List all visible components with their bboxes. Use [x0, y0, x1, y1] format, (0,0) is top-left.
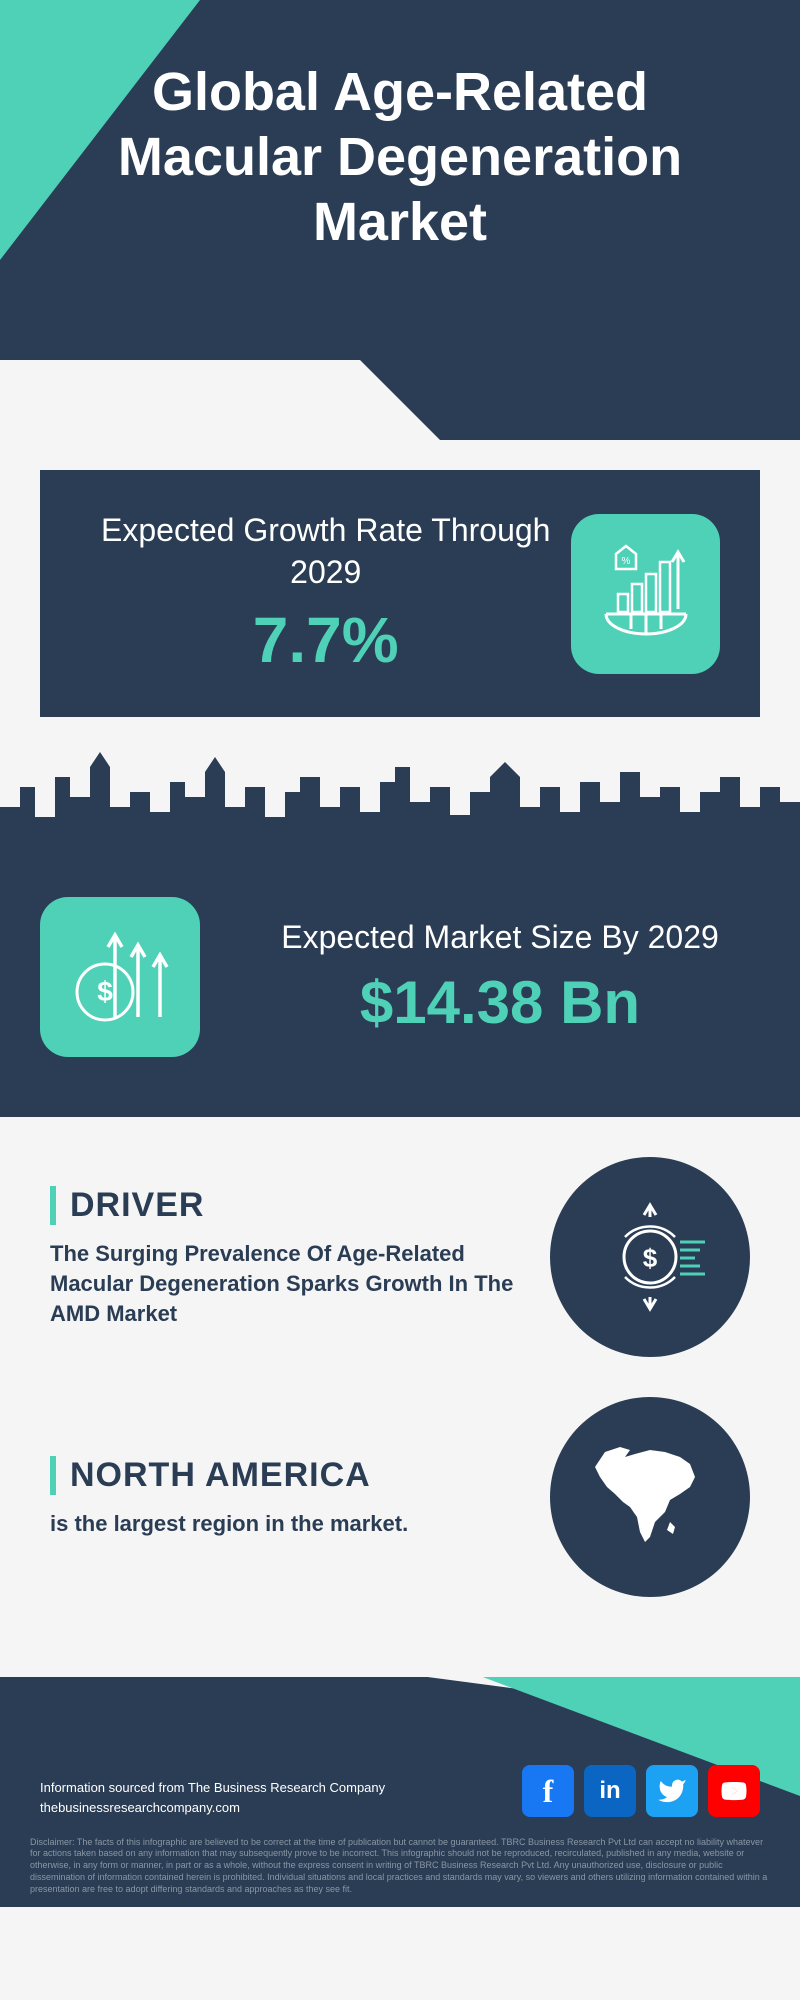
linkedin-icon: in: [599, 1777, 620, 1805]
header-block: Global Age-Related Macular Degeneration …: [0, 0, 800, 440]
growth-label: Expected Growth Rate Through 2029: [80, 510, 571, 593]
social-row: f in: [522, 1765, 760, 1817]
page-title: Global Age-Related Macular Degeneration …: [80, 60, 720, 254]
svg-text:%: %: [621, 556, 630, 567]
youtube-icon: [719, 1776, 749, 1806]
twitter-icon: [657, 1776, 687, 1806]
facebook-icon: f: [543, 1773, 554, 1810]
driver-body: The Surging Prevalence Of Age-Related Ma…: [50, 1239, 520, 1328]
svg-text:$: $: [643, 1243, 658, 1273]
linkedin-button[interactable]: in: [584, 1765, 636, 1817]
skyline-divider: [0, 737, 800, 857]
source-line-2: thebusinessresearchcompany.com: [40, 1798, 385, 1818]
market-size-value: $14.38 Bn: [240, 968, 760, 1037]
region-body: is the largest region in the market.: [50, 1509, 520, 1539]
infographic-container: Global Age-Related Macular Degeneration …: [0, 0, 800, 1907]
twitter-button[interactable]: [646, 1765, 698, 1817]
facebook-button[interactable]: f: [522, 1765, 574, 1817]
dollar-arrows-icon: $: [40, 897, 200, 1057]
cycle-dollar-icon: $: [550, 1157, 750, 1357]
driver-text-block: DRIVER The Surging Prevalence Of Age-Rel…: [50, 1186, 520, 1328]
market-size-label: Expected Market Size By 2029: [240, 917, 760, 959]
youtube-button[interactable]: [708, 1765, 760, 1817]
footer-block: Information sourced from The Business Re…: [0, 1677, 800, 1907]
region-heading: NORTH AMERICA: [50, 1456, 520, 1495]
region-section: NORTH AMERICA is the largest region in t…: [50, 1397, 750, 1597]
source-line-1: Information sourced from The Business Re…: [40, 1778, 385, 1798]
north-america-map-icon: [550, 1397, 750, 1597]
growth-value: 7.7%: [80, 603, 571, 677]
market-size-panel: $ Expected Market Size By 2029 $14.38 Bn: [0, 857, 800, 1117]
growth-globe-icon: %: [571, 514, 720, 674]
driver-section: DRIVER The Surging Prevalence Of Age-Rel…: [50, 1157, 750, 1357]
growth-text-block: Expected Growth Rate Through 2029 7.7%: [80, 510, 571, 677]
header-bottom-cut: [0, 360, 360, 440]
footer-content-row: Information sourced from The Business Re…: [40, 1765, 760, 1817]
driver-heading: DRIVER: [50, 1186, 520, 1225]
skyline-icon: [0, 737, 800, 857]
svg-text:$: $: [97, 976, 113, 1007]
region-text-block: NORTH AMERICA is the largest region in t…: [50, 1456, 520, 1539]
market-size-text-block: Expected Market Size By 2029 $14.38 Bn: [240, 917, 760, 1038]
footer-source: Information sourced from The Business Re…: [40, 1778, 385, 1817]
growth-rate-panel: Expected Growth Rate Through 2029 7.7% %: [40, 470, 760, 717]
disclaimer-text: Disclaimer: The facts of this infographi…: [30, 1837, 770, 1895]
